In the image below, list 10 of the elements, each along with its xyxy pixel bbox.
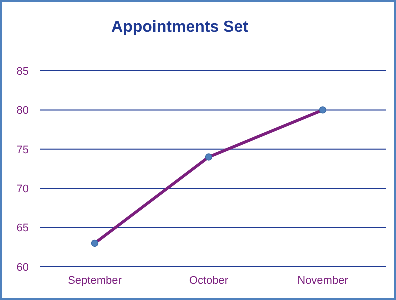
y-tick-label: 80 [16, 105, 29, 118]
y-tick-label: 75 [16, 144, 29, 156]
x-tick-label: November [298, 275, 349, 287]
x-tick-label: September [68, 275, 122, 287]
x-tick-label: October [189, 275, 229, 287]
y-tick-label: 60 [16, 262, 29, 274]
y-tick-label: 70 [16, 183, 29, 196]
y-tick-label: 85 [16, 66, 29, 78]
y-tick-label: 65 [16, 222, 29, 235]
chart-title: Appointments Set [112, 19, 250, 36]
